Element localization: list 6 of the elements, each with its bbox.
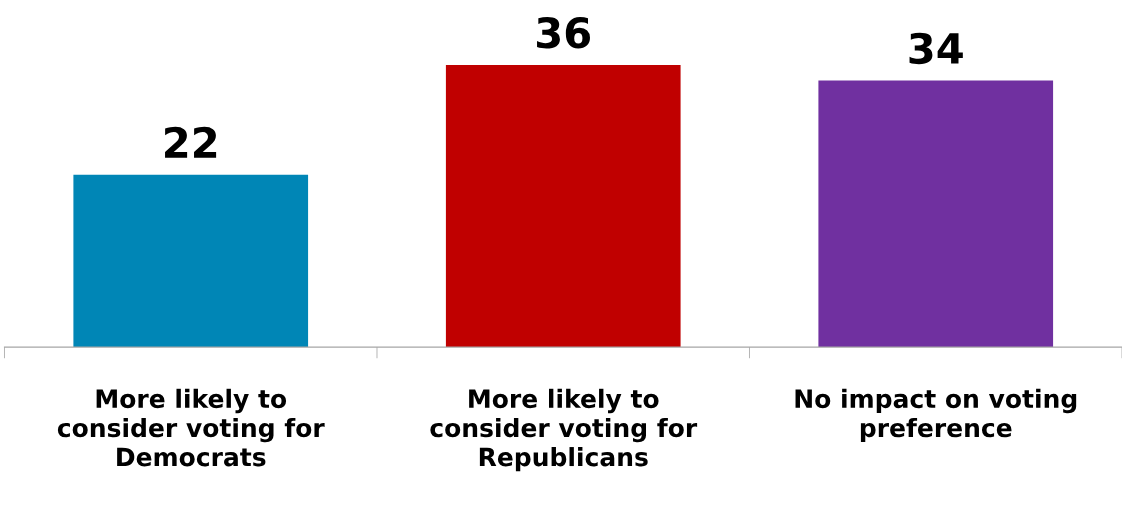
data-label: 34 <box>909 32 963 65</box>
x-tick-label: No impact on voting preference <box>795 388 1077 443</box>
x-tick-label: More likely to consider voting for Republicans <box>430 388 698 472</box>
data-label: 22 <box>165 126 217 158</box>
data-label: 36 <box>537 16 590 49</box>
x-tick-label: More likely to consider voting for Democrats <box>57 388 325 467</box>
